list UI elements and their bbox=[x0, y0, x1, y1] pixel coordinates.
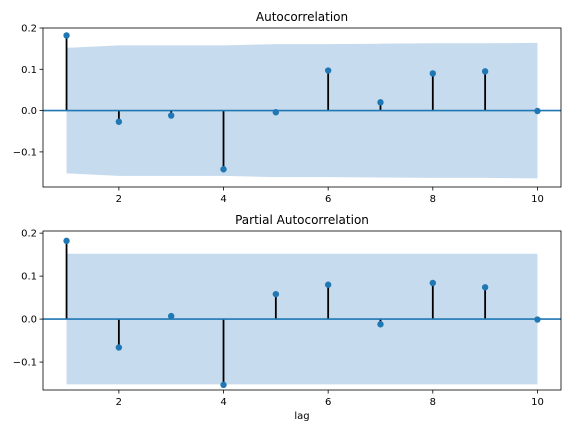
acf-xtick-label: 2 bbox=[116, 194, 122, 205]
acf-point-lag-1 bbox=[63, 32, 70, 39]
acf-point-lag-6 bbox=[324, 67, 332, 74]
pacf-point-lag-8 bbox=[429, 279, 437, 287]
pacf-point-lag-7 bbox=[377, 321, 384, 328]
acf-xtick-label: 6 bbox=[325, 194, 331, 205]
pacf-xlabel: lag bbox=[294, 411, 309, 422]
acf-ytick-label: 0.1 bbox=[21, 65, 37, 76]
pacf-xtick-label: 6 bbox=[325, 397, 331, 408]
acf-point-lag-8 bbox=[429, 70, 437, 77]
pacf-xtick-label: 8 bbox=[430, 397, 436, 408]
pacf-axes-frame bbox=[42, 230, 562, 391]
pacf-point-lag-1 bbox=[63, 237, 70, 245]
pacf-point-lag-4 bbox=[220, 381, 227, 389]
pacf-ytick-label: 0.2 bbox=[21, 229, 37, 240]
acf-axes-frame bbox=[42, 27, 562, 188]
pacf-point-lag-3 bbox=[167, 312, 175, 320]
acf-subplot: Autocorrelation −0.1 0.0 0.1 0.2 2 4 6 8 10 bbox=[13, 10, 562, 205]
pacf-ytick-label: −0.1 bbox=[13, 358, 37, 369]
pacf-title: Partial Autocorrelation bbox=[235, 213, 369, 227]
pacf-plot-area: −0.1 0.0 0.1 0.2 2 4 6 8 10 bbox=[13, 229, 562, 408]
acf-ytick-label: 0.0 bbox=[21, 106, 37, 117]
acf-point-lag-10 bbox=[534, 107, 541, 115]
pacf-point-lag-10 bbox=[534, 316, 541, 323]
acf-point-lag-2 bbox=[115, 118, 123, 125]
pacf-xtick-label: 4 bbox=[220, 397, 226, 408]
acf-title: Autocorrelation bbox=[256, 10, 348, 24]
acf-point-lag-9 bbox=[481, 68, 489, 75]
pacf-point-lag-9 bbox=[481, 284, 489, 291]
pacf-subplot: Partial Autocorrelation lag −0.1 0.0 0.1 0.… bbox=[13, 213, 562, 422]
pacf-xtick-label: 2 bbox=[116, 397, 122, 408]
acf-ytick-label: 0.2 bbox=[21, 24, 37, 35]
acf-xtick-label: 8 bbox=[430, 194, 436, 205]
pacf-point-lag-5 bbox=[272, 290, 280, 298]
acf-point-lag-4 bbox=[220, 166, 227, 173]
pacf-ytick-label: 0.1 bbox=[21, 272, 37, 283]
pacf-point-lag-2 bbox=[115, 344, 123, 351]
pacf-xtick-label: 10 bbox=[531, 397, 544, 408]
acf-point-lag-7 bbox=[377, 99, 384, 106]
acf-ytick-label: −0.1 bbox=[13, 147, 37, 158]
acf-xtick-label: 4 bbox=[220, 194, 226, 205]
pacf-point-lag-6 bbox=[324, 281, 332, 288]
pacf-ytick-label: 0.0 bbox=[21, 315, 37, 326]
acf-point-lag-3 bbox=[167, 112, 175, 119]
acf-plot-area: −0.1 0.0 0.1 0.2 2 4 6 8 10 bbox=[13, 24, 562, 205]
acf-xtick-label: 10 bbox=[531, 194, 544, 205]
acf-point-lag-5 bbox=[272, 109, 280, 116]
